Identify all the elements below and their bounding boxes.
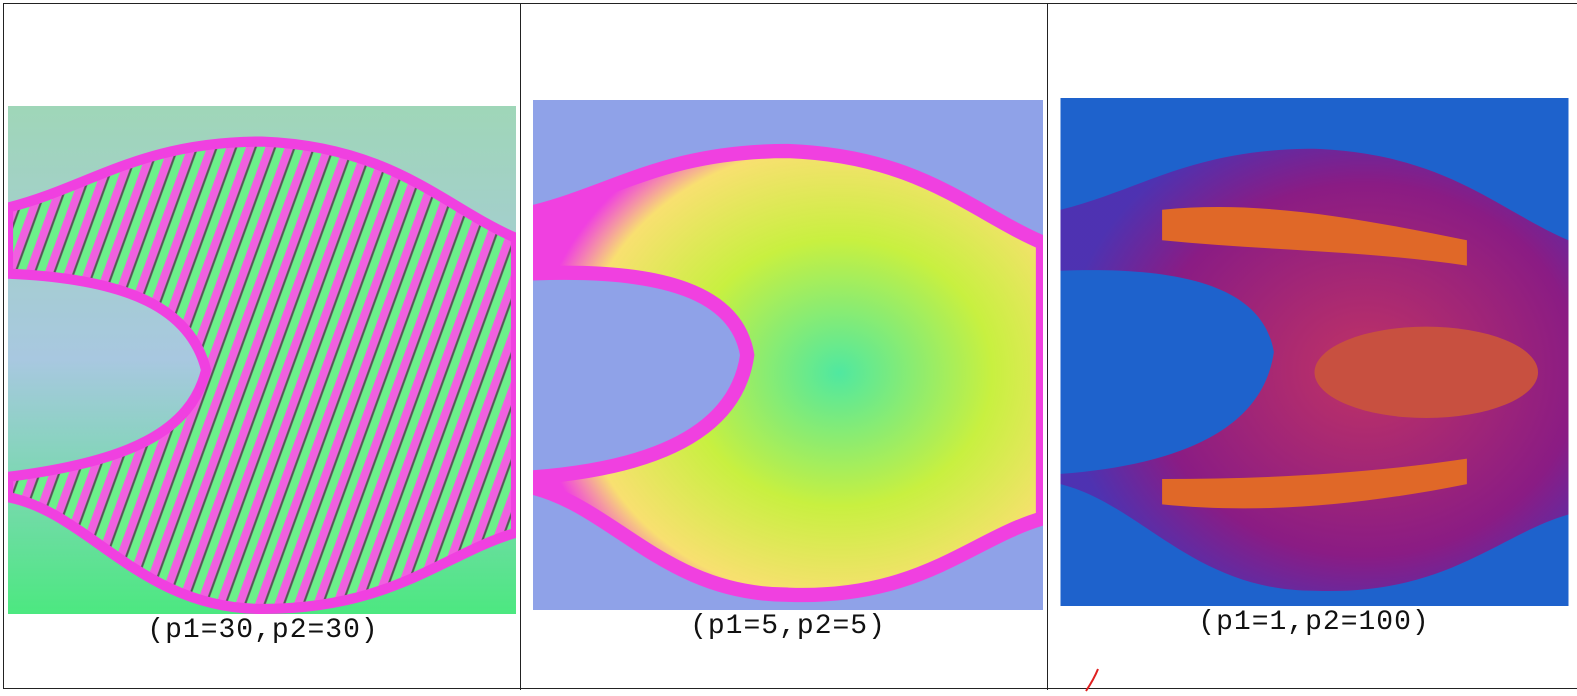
caption: (p1=5,p2=5) bbox=[533, 611, 1043, 642]
image-2 bbox=[533, 100, 1043, 610]
caption: (p1=1,p2=100) bbox=[1059, 607, 1569, 638]
red-mark bbox=[1080, 665, 1105, 695]
caption: (p1=30,p2=30) bbox=[8, 615, 518, 646]
image-1 bbox=[8, 106, 516, 614]
column-divider bbox=[520, 3, 521, 690]
image-3 bbox=[1059, 98, 1570, 606]
page: (p1=30,p2=30) (p1=5,p2=5) (p1=1,p2=100) … bbox=[0, 0, 1577, 696]
column-divider bbox=[1047, 3, 1048, 690]
